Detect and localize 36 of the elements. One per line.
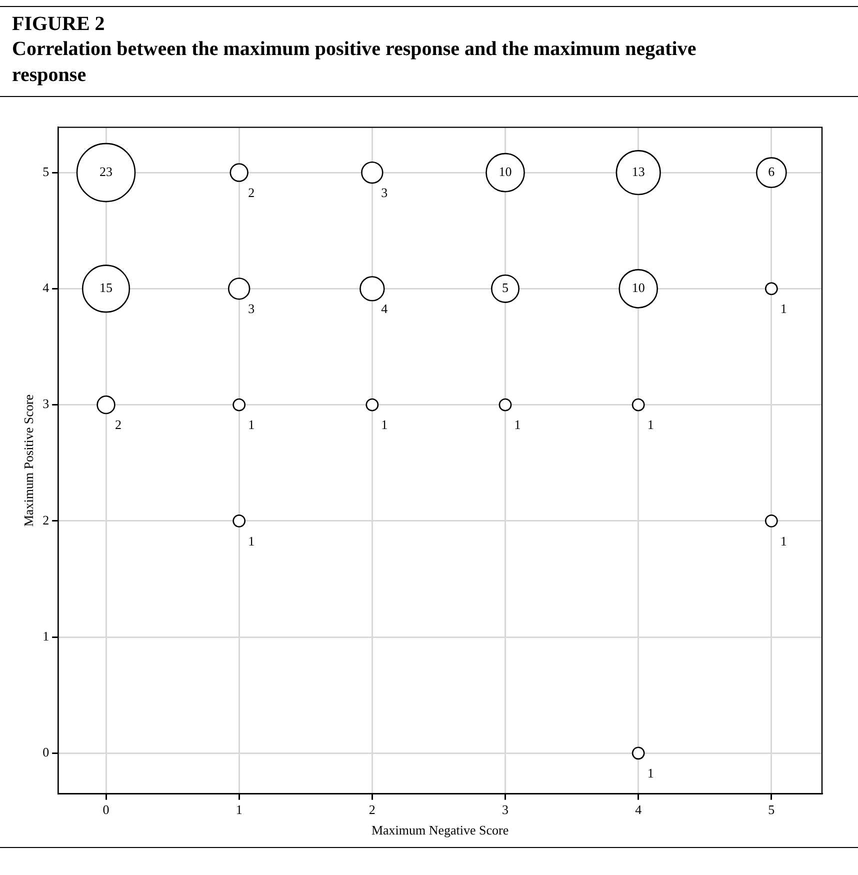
- y-tick-label: 4: [42, 280, 50, 296]
- chart-subtitle: Correlation between the maximum positive response and the maximum negative response: [12, 37, 698, 88]
- annotation: 1: [248, 417, 255, 432]
- annotation: 10: [498, 164, 512, 180]
- x-tick-label: 3: [502, 802, 509, 818]
- y-tick-label: 1: [42, 628, 50, 644]
- annotation: 1: [248, 533, 255, 548]
- annotation: 1: [647, 417, 654, 432]
- annotation: 1: [381, 417, 388, 432]
- annotation: 1: [647, 766, 654, 781]
- x-tick-label: 2: [368, 802, 376, 818]
- x-axis-title: Maximum Negative Score: [371, 822, 509, 838]
- annotation: 3: [381, 185, 388, 200]
- annotation: 23: [100, 164, 113, 180]
- annotation: 1: [780, 301, 787, 316]
- y-tick-label: 0: [42, 744, 50, 760]
- annotation: 1: [780, 533, 787, 548]
- y-tick-label: 5: [42, 164, 50, 180]
- y-axis-title: Maximum Positive Score: [21, 394, 36, 527]
- annotation: 13: [632, 164, 645, 180]
- annotation: 2: [115, 417, 122, 432]
- y-tick-label: 2: [42, 512, 50, 528]
- y-tick-label: 3: [42, 396, 50, 412]
- annotation: 6: [768, 164, 776, 180]
- annotation: 4: [381, 301, 388, 316]
- annotation: 2: [248, 185, 255, 200]
- chart-title: FIGURE 2: [12, 13, 106, 36]
- x-tick-label: 1: [236, 802, 242, 818]
- annotation: 15: [100, 280, 113, 296]
- annotation: 10: [632, 280, 645, 296]
- annotation: 1: [514, 417, 521, 432]
- annotation: 3: [248, 301, 255, 316]
- x-tick-label: 4: [635, 802, 642, 818]
- annotation: 5: [502, 280, 509, 296]
- x-tick-label: 0: [102, 802, 110, 818]
- x-tick-label: 5: [768, 802, 775, 818]
